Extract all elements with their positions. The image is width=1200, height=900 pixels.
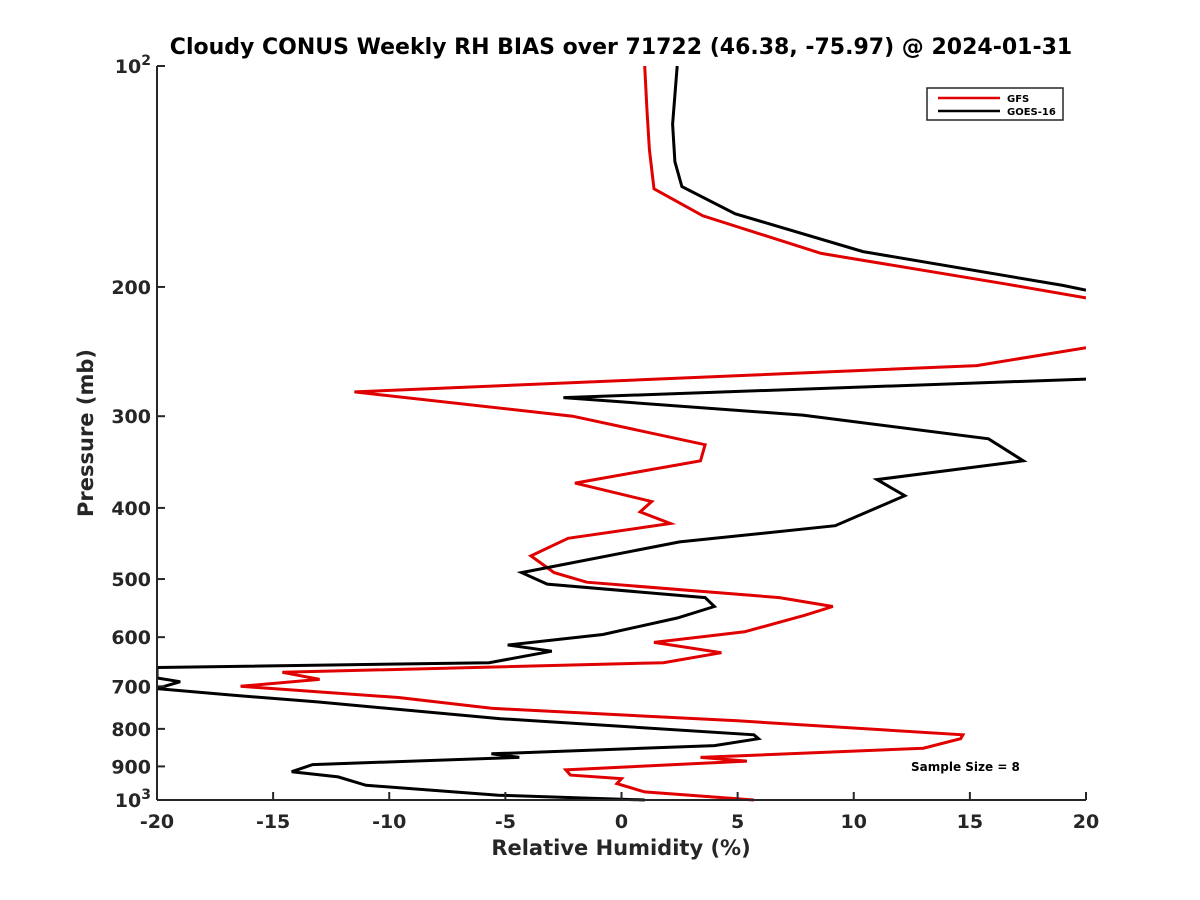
x-tick-label: 10	[841, 811, 867, 833]
chart-title: Cloudy CONUS Weekly RH BIAS over 71722 (…	[170, 35, 1072, 60]
y-tick-label: 103	[115, 787, 151, 812]
y-tick-label: 600	[111, 627, 151, 649]
legend-label-goes16: GOES-16	[1007, 107, 1056, 118]
y-tick-label: 900	[111, 756, 151, 778]
x-tick-label: -10	[372, 811, 406, 833]
x-tick-label: 20	[1073, 811, 1099, 833]
series-line-goes-16-upper	[671, 65, 1086, 292]
axes-layer: -20 -15 -10 -5 0 5 10 15 20 103 900 800 700 600 500 400…	[111, 53, 1099, 833]
y-tick-label: 200	[111, 277, 151, 299]
y-tick-label: 700	[111, 676, 151, 698]
y-tick-label: 400	[111, 498, 151, 520]
y-axis-label: Pressure (mb)	[74, 349, 98, 517]
x-tick-label: 15	[957, 811, 983, 833]
x-axis-label: Relative Humidity (%)	[491, 836, 750, 860]
x-tick-label: -20	[140, 811, 174, 833]
y-tick-label: 800	[111, 719, 151, 741]
legend-box	[926, 87, 1064, 121]
x-tick-label: -15	[256, 811, 290, 833]
x-tick-label: -5	[495, 811, 516, 833]
series-line-gfs	[240, 346, 1086, 802]
sample-size-annotation: Sample Size = 8	[911, 760, 1020, 774]
series-layer	[157, 65, 1086, 802]
series-line-goes-16	[157, 377, 1086, 802]
x-tick-label: 0	[615, 811, 628, 833]
series-line-gfs-upper	[643, 65, 1086, 300]
x-tick-label: 5	[731, 811, 744, 833]
y-tick-label: 300	[111, 406, 151, 428]
legend-label-gfs: GFS	[1007, 94, 1029, 105]
y-tick-label: 500	[111, 569, 151, 591]
legend: GFS GOES-16	[926, 87, 1064, 121]
y-tick-label: 102	[115, 53, 151, 78]
